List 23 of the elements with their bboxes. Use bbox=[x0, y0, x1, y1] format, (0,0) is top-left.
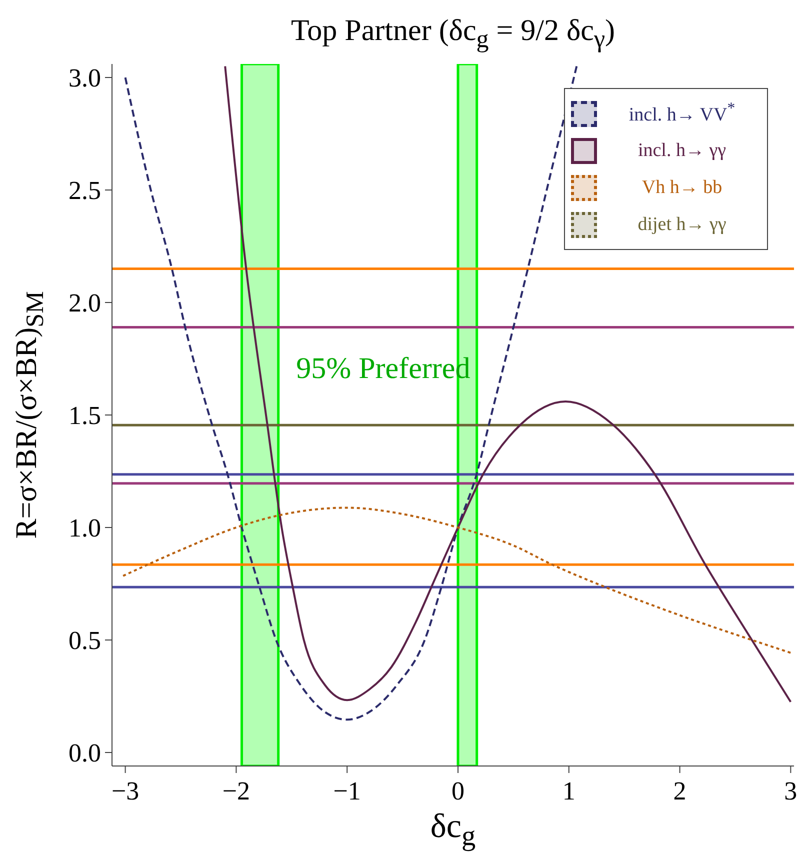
x-tick-label: 3 bbox=[784, 776, 798, 806]
x-axis-title: δc$_{g}$ bbox=[429, 808, 477, 853]
x-tick-label: −1 bbox=[333, 776, 361, 806]
x-tick-label: 1 bbox=[562, 776, 576, 806]
legend-label: dijet h→ γγ bbox=[636, 214, 728, 236]
x-tick-label: 2 bbox=[673, 776, 686, 806]
x-tick-label: −3 bbox=[111, 776, 140, 806]
x-tick-label: 0 bbox=[451, 776, 464, 806]
y-tick-label: 1.0 bbox=[68, 514, 101, 543]
x-tick-label: −2 bbox=[222, 776, 250, 806]
y-tick-label: 2.0 bbox=[68, 288, 101, 318]
line-series bbox=[224, 65, 792, 703]
line-series bbox=[124, 65, 578, 721]
y-tick-label: 3.0 bbox=[68, 64, 101, 93]
legend-label: Vh h→ bb bbox=[640, 176, 724, 198]
y-tick-label: 2.5 bbox=[68, 176, 101, 206]
chart-title: Top Partner (δc$_{g}$ = 9/2 δc$_{γ}$) bbox=[290, 14, 616, 54]
y-tick-label: 0.5 bbox=[68, 626, 101, 656]
y-tick-label: 0.0 bbox=[68, 738, 101, 768]
legend-label: incl. h→ VV$^{*}$ bbox=[628, 100, 736, 127]
line-series bbox=[122, 506, 792, 654]
legend-label: incl. h→ γγ bbox=[636, 140, 728, 162]
y-tick-label: 1.5 bbox=[68, 401, 101, 430]
